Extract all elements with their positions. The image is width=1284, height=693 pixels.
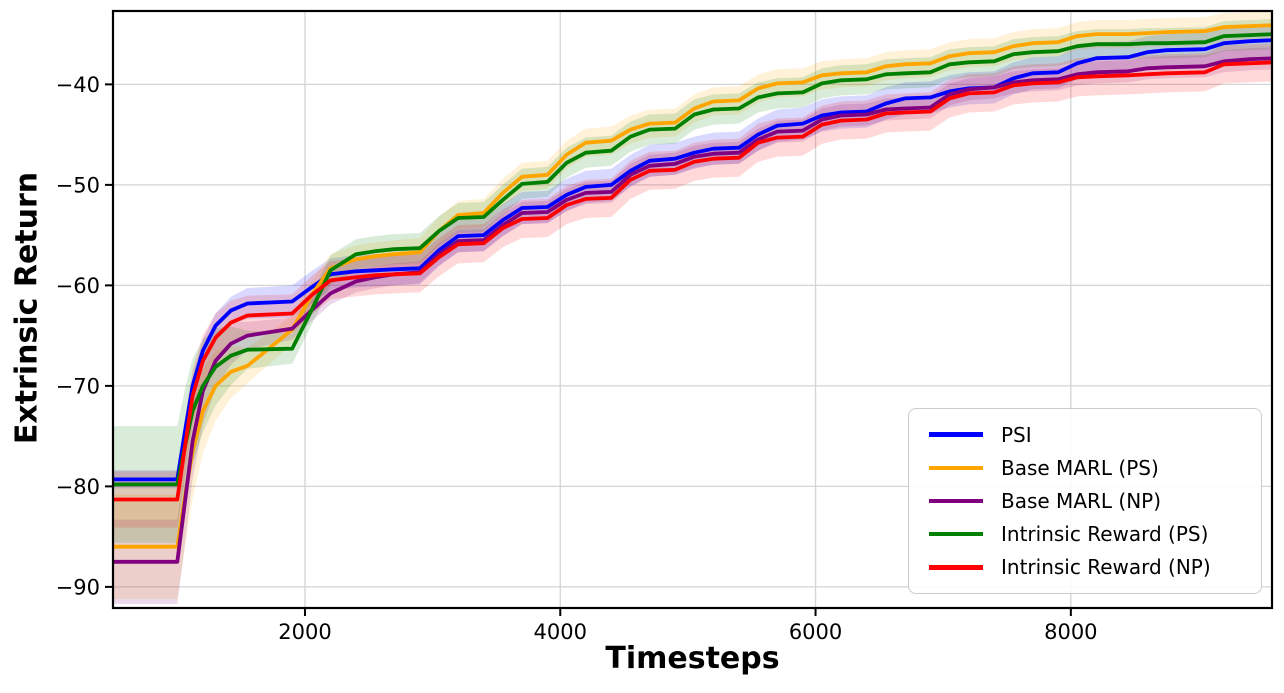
legend-label-base-marl-ps: Base MARL (PS) bbox=[1001, 455, 1159, 480]
y-axis-label: Extrinsic Return bbox=[9, 171, 45, 445]
x-tick-label-2000: 2000 bbox=[278, 620, 331, 644]
y-tick-label--50: −50 bbox=[56, 173, 100, 197]
legend-item-base-marl-np: Base MARL (NP) bbox=[909, 491, 1261, 511]
y-tick-label--90: −90 bbox=[56, 575, 100, 599]
legend-swatch-psi bbox=[929, 432, 983, 437]
x-tick-label-4000: 4000 bbox=[534, 620, 587, 644]
legend-label-psi: PSI bbox=[1001, 422, 1032, 447]
y-tick-label--80: −80 bbox=[56, 475, 100, 499]
y-tick-label--60: −60 bbox=[56, 274, 100, 298]
legend-swatch-intrinsic-reward-ps bbox=[929, 531, 983, 537]
legend-swatch-base-marl-ps bbox=[929, 465, 983, 471]
legend-item-intrinsic-reward-ps: Intrinsic Reward (PS) bbox=[909, 524, 1261, 544]
x-tick-label-8000: 8000 bbox=[1044, 620, 1097, 644]
legend-label-base-marl-np: Base MARL (NP) bbox=[1001, 488, 1162, 513]
x-tick-label-6000: 6000 bbox=[789, 620, 842, 644]
legend: PSI Base MARL (PS) Base MARL (NP) Intrin… bbox=[908, 408, 1262, 594]
y-tick-label--70: −70 bbox=[56, 374, 100, 398]
x-axis-label: Timesteps bbox=[605, 641, 780, 676]
series-band-Intrinsic Reward (PS) bbox=[113, 19, 1272, 543]
series-line-Intrinsic Reward (PS) bbox=[113, 32, 1272, 487]
legend-swatch-base-marl-np bbox=[929, 498, 983, 504]
legend-swatch-intrinsic-reward-np bbox=[929, 565, 983, 570]
legend-label-intrinsic-reward-np: Intrinsic Reward (NP) bbox=[1001, 555, 1211, 580]
legend-item-base-marl-ps: Base MARL (PS) bbox=[909, 458, 1261, 478]
legend-item-intrinsic-reward-np: Intrinsic Reward (NP) bbox=[909, 557, 1261, 577]
series-line-Base MARL (PS) bbox=[113, 23, 1272, 549]
series-line-PSI bbox=[113, 38, 1272, 482]
y-tick-label--40: −40 bbox=[56, 73, 100, 97]
legend-item-psi: PSI bbox=[909, 425, 1261, 445]
series-line-Intrinsic Reward (NP) bbox=[113, 60, 1272, 502]
legend-label-intrinsic-reward-ps: Intrinsic Reward (PS) bbox=[1001, 522, 1209, 547]
plot-border bbox=[111, 9, 1274, 610]
